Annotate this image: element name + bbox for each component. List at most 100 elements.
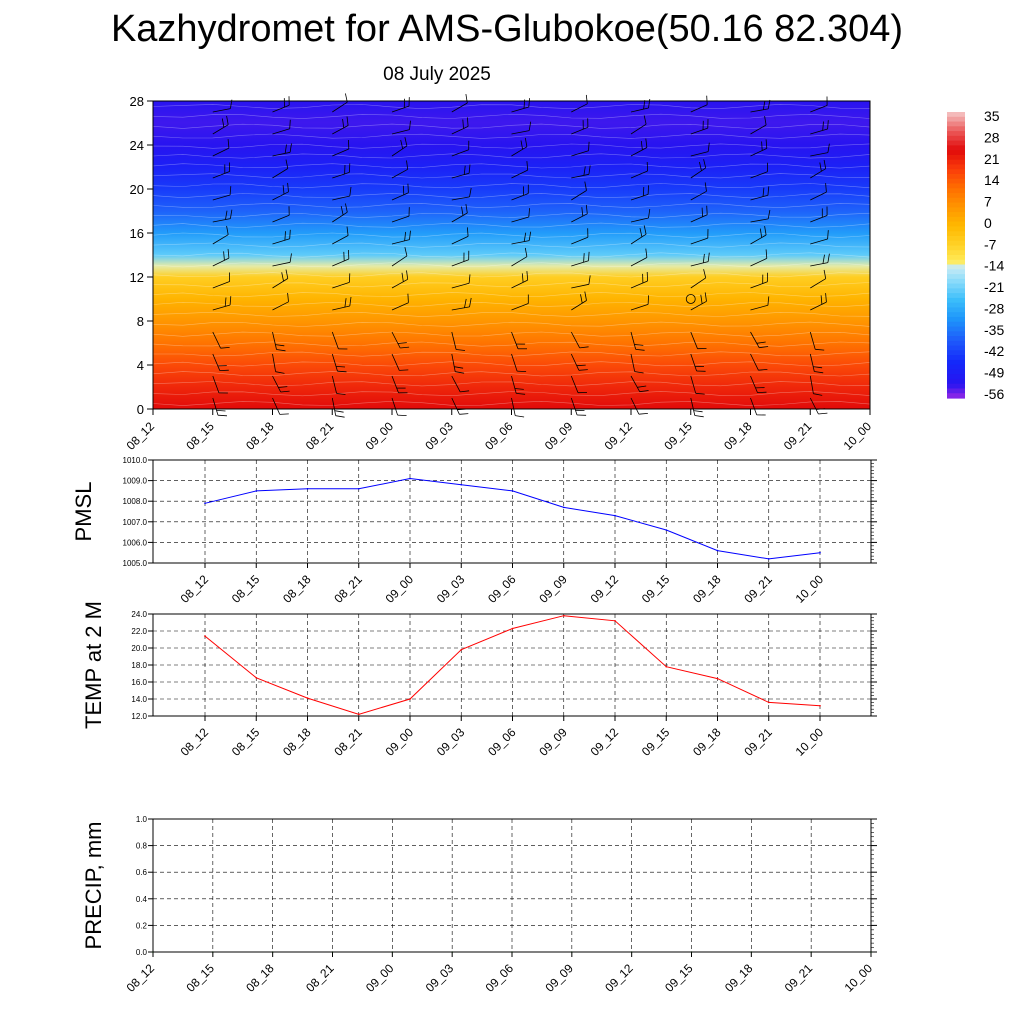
wind-barb-flag xyxy=(282,185,285,195)
wind-barb xyxy=(331,353,347,373)
data-point xyxy=(358,713,360,716)
colorbar-segment xyxy=(947,140,965,146)
wind-barb-flag xyxy=(703,269,707,278)
wind-barb xyxy=(451,375,470,393)
wind-barb-flag xyxy=(406,270,409,280)
wind-barb-staff xyxy=(630,257,648,267)
wind-barb-flag xyxy=(229,296,232,306)
wind-barb-flag xyxy=(702,253,705,263)
colorbar-segment xyxy=(947,288,965,294)
x-tick-label: 09_06 xyxy=(482,419,516,453)
wind-barb-flag xyxy=(464,298,467,308)
precip-panel: 0.0 0.2 0.4 0.6 0.8 1.0 08_12 08_15 08_18 08_21 09… xyxy=(81,815,877,995)
y-tick-label: 16 xyxy=(130,226,144,241)
wind-barb-staff xyxy=(511,240,530,245)
temperature-contour xyxy=(152,183,871,189)
wind-barb-staff xyxy=(272,238,290,245)
wind-barb-flag xyxy=(226,115,229,125)
x-tick-label: 08_21 xyxy=(331,572,365,606)
x-tick-label: 08_12 xyxy=(178,725,212,759)
wind-barb-staff xyxy=(690,237,708,245)
wind-barb-flag xyxy=(758,369,768,371)
wind-barb-flag xyxy=(340,206,344,215)
wind-barb xyxy=(272,353,285,374)
wind-barb xyxy=(272,292,289,311)
x-tick-label: 09_09 xyxy=(536,572,570,606)
wind-barb xyxy=(272,253,292,267)
wind-barb-staff xyxy=(212,281,230,289)
data-point xyxy=(819,705,821,707)
wind-barb-flag xyxy=(349,296,352,307)
wind-barb-flag xyxy=(588,165,591,175)
wind-barb-staff xyxy=(690,277,706,289)
wind-barb-staff xyxy=(630,107,649,113)
wind-barb-flag xyxy=(825,183,827,193)
wind-barb-flag xyxy=(217,414,228,417)
colorbar-segment xyxy=(947,121,965,127)
wind-barb xyxy=(391,137,408,157)
wind-barb-flag xyxy=(516,393,526,395)
y-tick-label: 0.0 xyxy=(136,948,148,957)
wind-barb-staff xyxy=(272,353,276,372)
wind-barb xyxy=(511,137,528,157)
wind-barb-flag xyxy=(813,393,823,396)
y-axis-label: PRECIP, mm xyxy=(81,822,106,950)
wind-barb-flag xyxy=(276,349,286,352)
colorbar-label: -56 xyxy=(984,386,1004,402)
data-point xyxy=(511,490,514,492)
wind-barb xyxy=(332,249,350,267)
wind-barb xyxy=(690,292,707,311)
colorbar-segment xyxy=(947,221,965,227)
colorbar-segment xyxy=(947,207,965,213)
colorbar-label: -42 xyxy=(984,343,1004,359)
wind-barb xyxy=(272,269,289,289)
x-tick-label: 09_15 xyxy=(662,961,696,995)
wind-barb-staff xyxy=(332,195,350,201)
colorbar-segment xyxy=(947,197,965,204)
wind-barb xyxy=(810,230,829,245)
temperature-contour xyxy=(152,361,871,367)
wind-barb xyxy=(511,231,532,245)
wind-barb xyxy=(810,293,827,311)
wind-barb xyxy=(690,182,707,201)
colorbar-label: -14 xyxy=(984,258,1004,274)
data-point xyxy=(255,677,258,679)
data-point xyxy=(460,648,463,651)
wind-barb-staff xyxy=(391,375,399,393)
wind-barb xyxy=(750,375,767,393)
wind-barb-flag xyxy=(703,159,707,168)
y-tick-label: 1009.0 xyxy=(123,477,148,486)
wind-barb-staff xyxy=(630,123,647,135)
wind-barb xyxy=(272,206,290,223)
wind-barb-staff xyxy=(391,239,410,245)
wind-barb-staff xyxy=(690,261,709,267)
colorbar-label: 14 xyxy=(984,172,1000,188)
wind-barb-staff xyxy=(511,130,530,135)
wind-barb-staff xyxy=(690,151,709,157)
wind-barb-flag xyxy=(762,100,766,110)
wind-barb-flag xyxy=(823,269,827,279)
temperature-contour xyxy=(152,143,871,149)
wind-barb xyxy=(391,230,411,245)
x-tick-label: 08_12 xyxy=(178,572,212,606)
wind-barb-staff xyxy=(570,353,580,371)
x-tick-label: 09_00 xyxy=(363,961,397,995)
temperature-contour xyxy=(152,262,871,268)
wind-barb xyxy=(630,225,647,245)
wind-barb xyxy=(511,375,526,395)
wind-barb-flag xyxy=(647,295,649,305)
wind-barb-flag xyxy=(639,390,649,393)
wind-barb-staff xyxy=(690,331,698,349)
wind-barb-staff xyxy=(750,218,769,223)
wind-barb xyxy=(630,161,648,179)
wind-barb-flag xyxy=(759,346,769,349)
wind-barb-flag xyxy=(349,186,352,197)
wind-barb-flag xyxy=(468,164,471,174)
wind-barb-flag xyxy=(814,371,824,374)
wind-barb-staff xyxy=(451,259,469,267)
y-tick-label: 12.0 xyxy=(131,712,147,721)
colorbar-segment xyxy=(947,336,965,342)
wind-barb-flag xyxy=(693,410,703,413)
wind-barb-staff xyxy=(391,397,398,416)
wind-barb xyxy=(331,397,345,418)
